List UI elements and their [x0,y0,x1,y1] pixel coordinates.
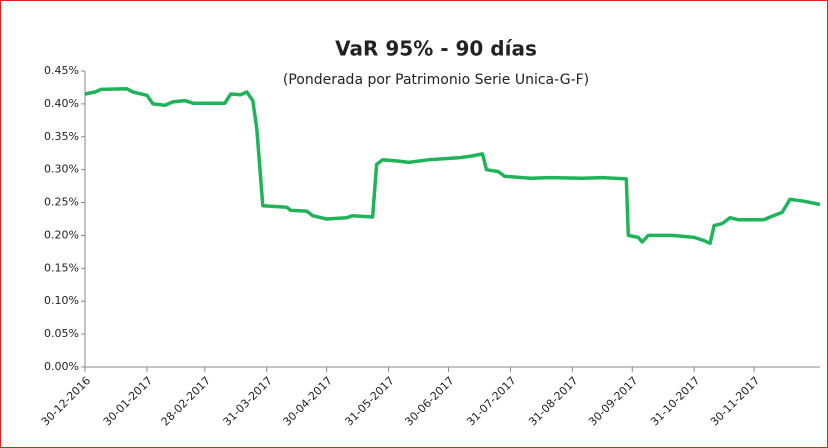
series-line [84,87,821,246]
y-tick-label: 0.45% [44,64,79,77]
y-tick-label: 0.35% [44,130,79,143]
y-tick-label: 0.20% [44,228,79,241]
y-tick-label: 0.30% [44,163,79,176]
chart-title: VaR 95% - 90 días [335,37,537,61]
y-tick-label: 0.40% [44,97,79,110]
chart-subtitle: (Ponderada por Patrimonio Serie Unica-G-… [283,72,589,88]
y-tick-label: 0.25% [44,196,79,209]
y-tick-label: 0.05% [44,327,79,340]
y-tick-label: 0.10% [44,294,79,307]
y-tick-label: 0.15% [44,261,79,274]
y-tick-label: 0.00% [44,360,79,373]
